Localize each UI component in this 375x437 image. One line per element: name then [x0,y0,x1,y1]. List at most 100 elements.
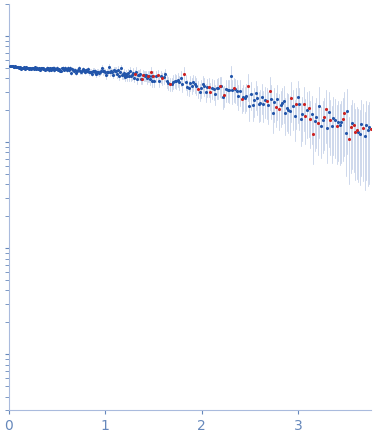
Point [304,106,310,113]
Point [280,97,286,104]
Point [147,69,153,76]
Point [114,71,120,78]
Point [128,73,134,80]
Point [44,66,50,73]
Point [61,66,67,73]
Point [368,125,374,132]
Point [125,69,131,76]
Point [315,120,321,127]
Point [19,64,25,71]
Point [31,65,37,72]
Point [246,102,252,109]
Point [180,80,186,87]
Point [212,90,218,97]
Point [366,123,372,130]
Point [86,69,92,76]
Point [225,86,231,93]
Point [74,67,80,74]
Point [356,129,362,136]
Point [130,69,136,76]
Point [42,66,48,73]
Point [282,109,288,116]
Point [76,65,82,72]
Point [310,130,316,137]
Point [357,130,363,137]
Point [223,86,229,93]
Point [68,64,74,71]
Point [26,65,32,72]
Point [184,83,190,90]
Point [78,68,84,75]
Point [47,65,53,72]
Point [329,123,335,130]
Point [159,75,165,82]
Point [273,104,279,111]
Point [242,94,248,101]
Point [288,94,294,101]
Point [265,101,271,108]
Point [9,62,15,69]
Point [358,121,364,128]
Point [152,77,157,84]
Point [173,78,179,85]
Point [116,72,122,79]
Point [348,124,354,131]
Point [320,116,326,123]
Point [12,62,18,69]
Point [13,63,19,70]
Point [321,113,327,120]
Point [259,93,265,100]
Point [161,74,167,81]
Point [56,66,62,73]
Point [127,67,133,74]
Point [101,68,107,75]
Point [340,116,346,123]
Point [183,78,189,85]
Point [290,103,296,110]
Point [77,68,83,75]
Point [10,63,16,70]
Point [301,101,307,108]
Point [84,67,90,74]
Point [178,75,184,82]
Point [87,68,93,75]
Point [44,64,50,71]
Point [126,73,132,80]
Point [198,85,204,92]
Point [71,67,77,74]
Point [215,84,221,91]
Point [236,92,242,99]
Point [70,66,76,73]
Point [18,65,24,72]
Point [365,126,371,133]
Point [214,85,220,92]
Point [291,112,297,119]
Point [284,105,290,112]
Point [253,90,259,97]
Point [131,74,137,81]
Point [324,124,330,131]
Point [153,73,159,80]
Point [192,80,198,87]
Point [176,79,182,86]
Point [228,73,234,80]
Point [123,73,129,80]
Point [218,83,224,90]
Point [268,96,274,103]
Point [10,62,16,69]
Point [209,84,215,91]
Point [296,101,302,108]
Point [318,122,324,129]
Point [57,67,63,74]
Point [146,73,152,80]
Point [167,80,173,87]
Point [92,68,98,75]
Point [63,67,69,74]
Point [332,116,338,123]
Point [189,82,195,89]
Point [118,72,124,79]
Point [58,65,64,72]
Point [69,66,75,73]
Point [341,110,347,117]
Point [256,101,262,108]
